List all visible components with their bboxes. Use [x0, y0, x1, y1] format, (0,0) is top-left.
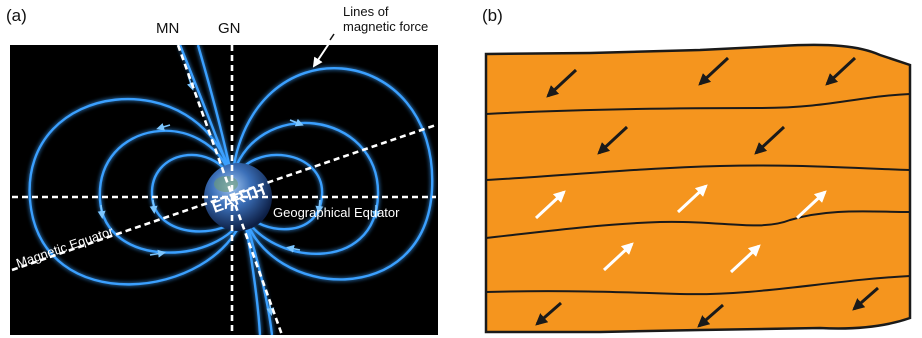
- field-arrow: [149, 249, 166, 258]
- field-arrow: [97, 204, 106, 219]
- field-arrow: [289, 118, 304, 127]
- field-arrow: [286, 244, 301, 253]
- polarity-arrow-dark: [825, 56, 857, 86]
- rock-body: [484, 43, 912, 334]
- polarity-arrow-light: [602, 242, 634, 272]
- field-line-left-middle: [98, 129, 246, 254]
- field-line-left-outer: [28, 98, 246, 286]
- layer-boundaries: [485, 93, 911, 296]
- polarity-arrow-dark: [535, 301, 562, 326]
- polarity-arrow-light: [534, 190, 566, 220]
- field-lines: [28, 45, 434, 335]
- field-line-polar-1: [178, 45, 234, 179]
- axes: [11, 45, 437, 335]
- polarity-arrow-dark: [546, 68, 578, 98]
- lines-note-line-1: Lines of: [343, 4, 389, 19]
- field-line-right-outer: [230, 66, 434, 281]
- panel-a-label: (a): [6, 6, 27, 25]
- polarity-arrow-light: [676, 184, 708, 214]
- note-pointer-arrow: [312, 41, 331, 68]
- magnetic-axis-line: [176, 45, 284, 335]
- polarity-arrows: [534, 56, 879, 328]
- gn-label: GN: [218, 20, 241, 37]
- lines-note-line-2: magnetic force: [343, 19, 429, 34]
- polarity-arrow-light: [795, 190, 827, 220]
- field-line-polar-3: [242, 214, 274, 335]
- polarity-arrow-light: [729, 244, 761, 274]
- field-arrow: [156, 123, 171, 131]
- field-arrow: [315, 199, 324, 214]
- layer-boundary-2: [485, 164, 911, 181]
- layer-boundary-1: [485, 93, 911, 115]
- mn-label: MN: [156, 20, 180, 37]
- layer-boundary-3: [485, 210, 911, 239]
- panel-b-label: (b): [482, 6, 503, 25]
- field-line-polar-2: [196, 45, 234, 179]
- field-arrow: [149, 199, 158, 214]
- magnetic-equator-line: [11, 123, 437, 272]
- polarity-arrow-dark: [754, 125, 786, 155]
- polarity-arrow-dark: [852, 286, 879, 311]
- polarity-arrow-dark: [697, 303, 724, 328]
- note-pointer-stem: [329, 33, 335, 41]
- lines-of-magnetic-force-note: Lines of magnetic force: [343, 4, 428, 34]
- field-line-right-inner: [232, 153, 324, 231]
- field-line-left-inner: [150, 153, 245, 233]
- polarity-arrow-dark: [698, 56, 730, 86]
- geographical-equator-label: Geographical Equator: [273, 205, 400, 220]
- panel-a-diagram: EARTH Geographical Equator Magnetic Equa…: [10, 45, 438, 335]
- polarity-arrow-dark: [597, 125, 629, 155]
- layer-boundary-4: [485, 275, 911, 296]
- panel-b-diagram: [484, 43, 912, 334]
